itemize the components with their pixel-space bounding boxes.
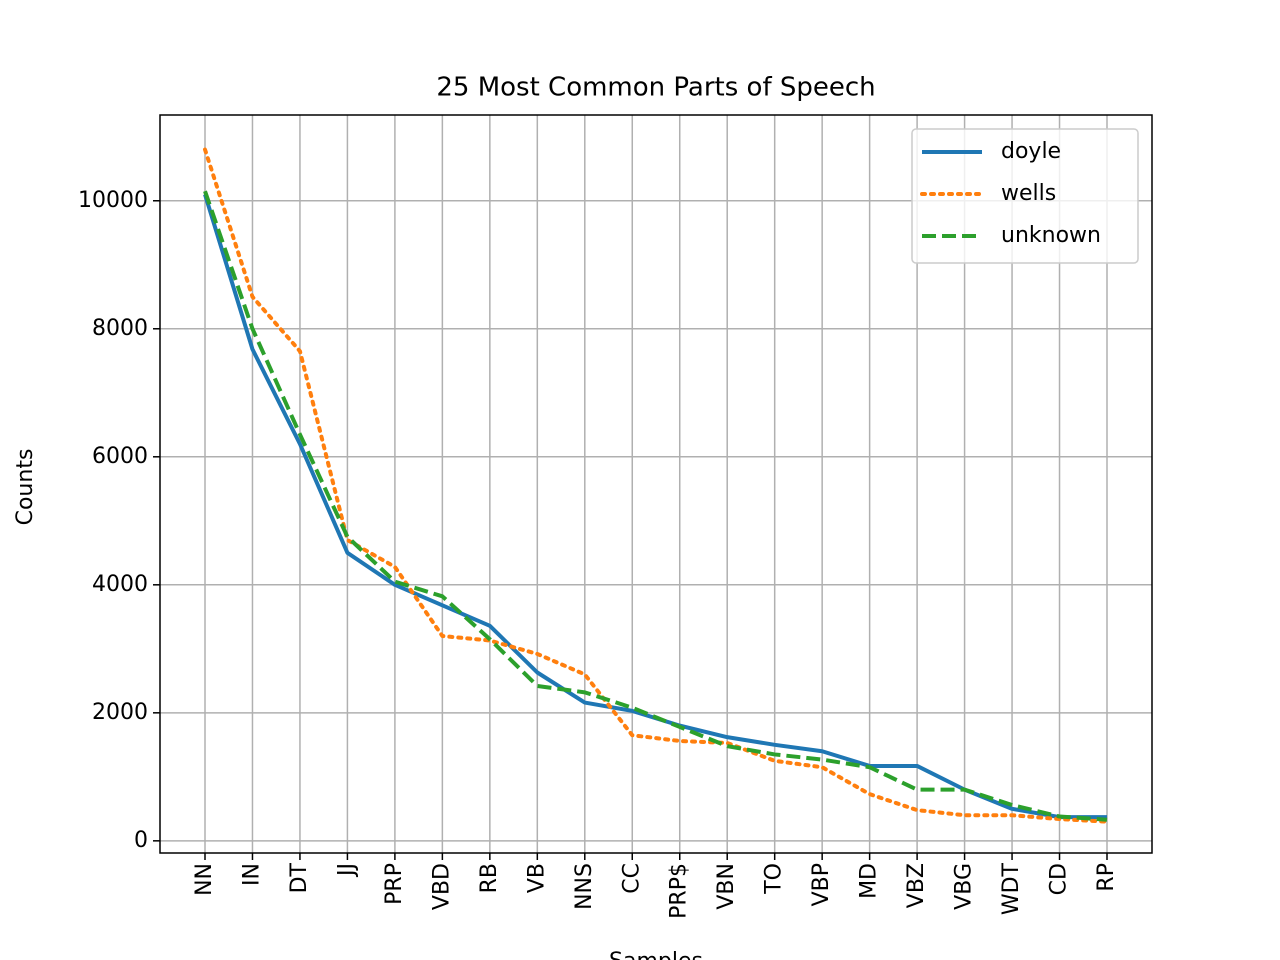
y-tick-label: 6000 <box>92 444 148 469</box>
legend-box <box>911 128 1139 264</box>
x-axis-label: Samples <box>609 949 703 960</box>
y-tick-label: 10000 <box>78 188 148 213</box>
x-tick-label: TO <box>762 863 787 895</box>
x-tick-label: PRP$ <box>667 863 692 919</box>
y-tick-label: 4000 <box>92 572 148 597</box>
x-tick-label: VBD <box>429 863 454 910</box>
x-tick-label: IN <box>239 863 264 886</box>
x-tick-label: VBG <box>952 863 977 910</box>
x-tick-label: DT <box>287 862 312 893</box>
series-line <box>203 190 1108 822</box>
plot-frame <box>159 114 1153 854</box>
x-tick-label: VB <box>524 863 549 893</box>
legend-label: unknown <box>1001 223 1101 248</box>
y-tick-label: 8000 <box>92 316 148 341</box>
chart-title: 25 Most Common Parts of Speech <box>436 73 875 103</box>
x-tick-label: VBN <box>714 863 739 910</box>
x-tick-label: CC <box>619 863 644 894</box>
y-tick-label: 0 <box>134 828 148 853</box>
x-tick-label: WDT <box>999 862 1024 915</box>
x-tick-label: RB <box>477 863 502 893</box>
x-tick-label: JJ <box>334 863 359 878</box>
x-tick-label: MD <box>857 863 882 899</box>
x-tick-label: VBP <box>809 863 834 906</box>
x-tick-label: NN <box>192 863 217 896</box>
y-tick-label: 2000 <box>92 700 148 725</box>
legend-label: wells <box>1001 181 1056 206</box>
x-tick-label: VBZ <box>904 863 929 908</box>
legend-label: doyle <box>1001 139 1061 164</box>
y-axis-label: Counts <box>13 449 38 526</box>
x-tick-label: RP <box>1094 863 1119 892</box>
x-tick-label: CD <box>1047 863 1072 895</box>
x-tick-label: PRP <box>382 863 407 905</box>
x-tick-label: NNS <box>572 863 597 910</box>
